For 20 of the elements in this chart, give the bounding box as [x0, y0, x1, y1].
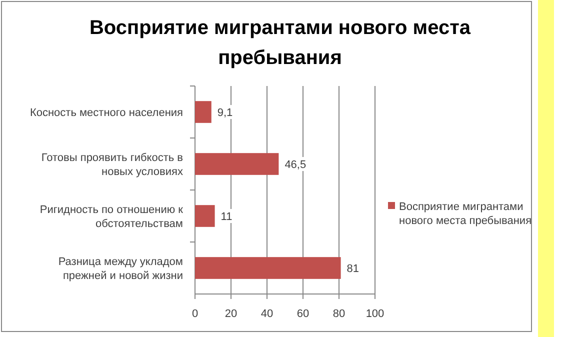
data-label: 9,1	[217, 106, 233, 119]
bar	[195, 153, 279, 175]
bar	[195, 101, 212, 123]
bar	[195, 257, 341, 279]
chart-title: Восприятие мигрантами нового места пребывания	[89, 17, 472, 69]
y-tick-label: Разница между укладом прежней и новой жизни	[58, 256, 183, 282]
y-tick-label: Готовы проявить гибкость в новых условиях	[41, 152, 184, 178]
x-tick-label: 60	[296, 308, 310, 320]
data-label: 81	[346, 262, 360, 275]
x-tick-label: 100	[366, 308, 384, 320]
bar	[195, 205, 215, 227]
y-tick-label: Косность местного населения	[30, 106, 184, 119]
x-tick-label: 40	[260, 308, 274, 320]
data-label: 46,5	[284, 158, 306, 171]
data-label: 11	[220, 210, 232, 223]
y-tick-label: Ригидность по отношению к обстоятельствам	[40, 204, 184, 230]
x-tick-label: 80	[332, 308, 346, 320]
x-tick-label: 20	[224, 308, 238, 320]
x-tick-label: 0	[192, 308, 198, 320]
legend-label: Восприятие мигрантами нового места пребывания	[399, 200, 532, 227]
